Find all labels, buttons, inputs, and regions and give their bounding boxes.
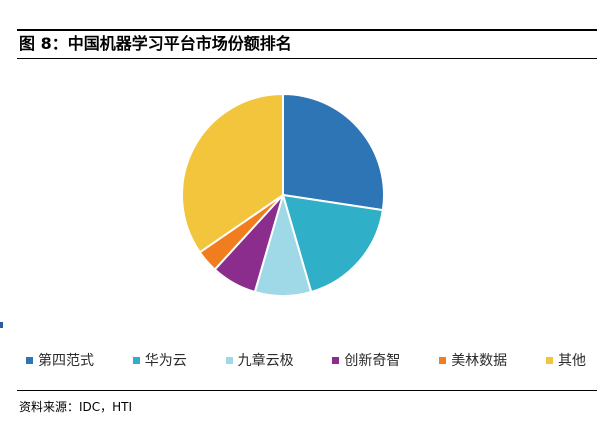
legend-item-2: 华为云 <box>132 350 187 370</box>
source-note: 资料来源：IDC，HTI <box>19 400 133 414</box>
figure-title: 图 8：中国机器学习平台市场份额排名 <box>19 34 292 53</box>
legend-swatch <box>225 356 233 364</box>
legend-item-3: 九章云极 <box>225 350 294 370</box>
legend-swatch <box>439 356 447 364</box>
pie-slice-6 <box>181 92 284 254</box>
legend-item-1: 第四范式 <box>26 350 94 370</box>
legend-item-4: 创新奇智 <box>332 350 400 370</box>
pie-chart <box>181 92 385 297</box>
title-rule <box>17 58 597 59</box>
edge-marker <box>0 322 3 328</box>
pie-slice-2 <box>281 193 384 294</box>
pie-slice-1 <box>282 92 385 212</box>
chart-legend: 第四范式 华为云 九章云极 创新奇智 美林数据 其他 <box>26 349 586 371</box>
legend-label: 创新奇智 <box>344 353 401 369</box>
legend-label: 九章云极 <box>237 353 294 369</box>
legend-swatch <box>332 356 340 364</box>
legend-swatch <box>545 356 553 364</box>
legend-label: 美林数据 <box>451 353 508 369</box>
legend-swatch <box>26 356 33 364</box>
top-rule <box>17 29 597 31</box>
legend-label: 其他 <box>557 353 586 369</box>
legend-label: 华为云 <box>144 353 187 369</box>
bottom-rule <box>17 390 597 391</box>
legend-label: 第四范式 <box>38 353 94 369</box>
legend-swatch <box>132 356 140 364</box>
legend-item-6: 其他 <box>545 350 586 370</box>
legend-item-5: 美林数据 <box>439 350 507 370</box>
